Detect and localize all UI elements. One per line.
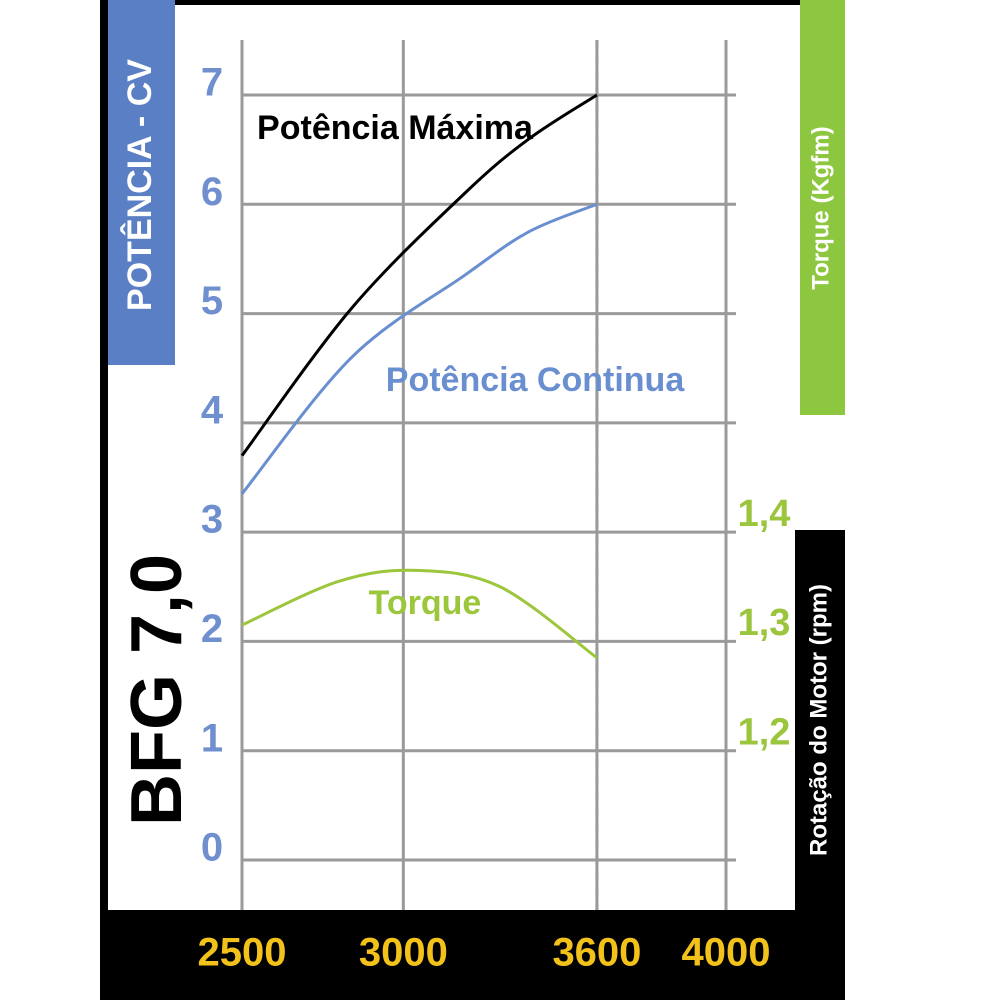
x-label-box — [795, 530, 845, 910]
y2-axis-label: Torque (Kgfm) — [807, 126, 834, 290]
y2-label-box — [800, 0, 845, 415]
series-label: Potência Máxima — [257, 109, 534, 147]
y-tick-label: 6 — [201, 170, 223, 214]
x-axis-label: Rotação do Motor (rpm) — [805, 584, 832, 856]
y2-tick-label: 1,3 — [738, 602, 791, 644]
y-tick-label: 3 — [201, 498, 223, 542]
series-label: Potência Continua — [386, 361, 686, 399]
left-border — [100, 0, 108, 1000]
y-tick-label: 1 — [201, 716, 223, 760]
series-label: Torque — [369, 584, 482, 622]
y-axis-label: POTÊNCIA - CV — [121, 59, 159, 311]
y2-tick-label: 1,4 — [738, 493, 791, 535]
x-tick-label: 4000 — [682, 931, 771, 975]
y-tick-label: 0 — [201, 826, 223, 870]
x-axis-band — [100, 910, 845, 1000]
grid: 0 1 2 3 4 5 6 7 2500 3000 3600 4000 1,2 1,3 1,4 — [198, 40, 791, 975]
series-line — [240, 93, 598, 457]
series-line — [240, 202, 598, 495]
x-tick-label: 2500 — [198, 931, 287, 975]
y-label-box — [108, 0, 175, 365]
x-tick-label: 3000 — [359, 931, 448, 975]
marks: Potência Máxima Potência Continua Torque — [240, 93, 686, 660]
y-tick-label: 4 — [201, 388, 224, 432]
chart-bg — [100, 0, 845, 1000]
x-tick-label: 3600 — [552, 931, 641, 975]
top-border — [100, 0, 845, 5]
y2-tick-label: 1,2 — [738, 711, 791, 753]
y-tick-label: 7 — [201, 61, 223, 105]
series-line — [241, 568, 598, 660]
y-tick-label: 2 — [201, 607, 223, 651]
chart-title: BFG 7,0 — [117, 554, 197, 826]
y-tick-label: 5 — [201, 279, 223, 323]
